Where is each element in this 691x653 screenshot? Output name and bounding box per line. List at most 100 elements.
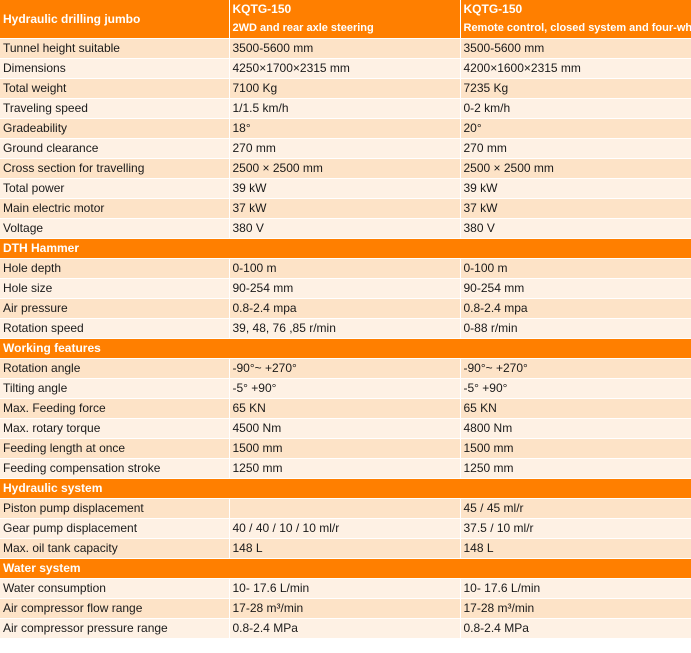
model-2-value: 45 / 45 ml/r xyxy=(460,498,691,519)
spec-label: Cross section for travelling xyxy=(0,158,230,179)
spec-label: Dimensions xyxy=(0,58,230,79)
model-1-value: 7100 Kg xyxy=(229,78,461,99)
model-2-value: 0-100 m xyxy=(460,258,691,279)
spec-label: Piston pump displacement xyxy=(0,498,230,519)
model-1-value: 1/1.5 km/h xyxy=(229,98,461,119)
spec-label: Gradeability xyxy=(0,118,230,139)
table-row: Air compressor flow range 17-28 m³/min 17-… xyxy=(0,598,691,619)
model-2-value: 20° xyxy=(460,118,691,139)
model-2-value: 1500 mm xyxy=(460,438,691,459)
table-title: Hydraulic drilling jumbo xyxy=(0,0,230,39)
model-1-value: 10- 17.6 L/min xyxy=(229,578,461,599)
section-title: Working features xyxy=(0,338,691,359)
model-2-value: 0.8-2.4 MPa xyxy=(460,618,691,639)
spec-label: Total weight xyxy=(0,78,230,99)
model-1-value: 65 KN xyxy=(229,398,461,419)
table-row: Piston pump displacement 45 / 45 ml/r xyxy=(0,498,691,519)
model-1-value: 4500 Nm xyxy=(229,418,461,439)
model-2-value: 270 mm xyxy=(460,138,691,159)
model-2-value: 10- 17.6 L/min xyxy=(460,578,691,599)
model-2-description: Remote control, closed system and four-w… xyxy=(463,22,691,34)
model-1-value: 17-28 m³/min xyxy=(229,598,461,619)
model-2-value: 2500 × 2500 mm xyxy=(460,158,691,179)
table-row: Tilting angle -5° +90° -5° +90° xyxy=(0,378,691,399)
section-header-row: Water system xyxy=(0,558,691,579)
table-row: Max. Feeding force 65 KN 65 KN xyxy=(0,398,691,419)
model-2-value: 4200×1600×2315 mm xyxy=(460,58,691,79)
table-row: Tunnel height suitable 3500-5600 mm 3500-5… xyxy=(0,38,691,59)
section-title: DTH Hammer xyxy=(0,238,691,259)
model-1-value: 0.8-2.4 mpa xyxy=(229,298,461,319)
table-row: Voltage 380 V 380 V xyxy=(0,218,691,239)
model-1-value: 3500-5600 mm xyxy=(229,38,461,59)
spec-label: Tunnel height suitable xyxy=(0,38,230,59)
model-column-1-header: KQTG-150 2WD and rear axle steering xyxy=(229,0,461,39)
table-row: Max. rotary torque 4500 Nm 4800 Nm xyxy=(0,418,691,439)
table-row: Max. oil tank capacity 148 L 148 L xyxy=(0,538,691,559)
model-2-value: 7235 Kg xyxy=(460,78,691,99)
model-1-name: KQTG-150 xyxy=(232,2,292,16)
table-row: Feeding length at once 1500 mm 1500 mm xyxy=(0,438,691,459)
model-1-value: 40 / 40 / 10 / 10 ml/r xyxy=(229,518,461,539)
spec-label: Ground clearance xyxy=(0,138,230,159)
model-2-name: KQTG-150 xyxy=(463,2,523,16)
model-2-value: 37.5 / 10 ml/r xyxy=(460,518,691,539)
model-2-value: 0.8-2.4 mpa xyxy=(460,298,691,319)
table-row: Dimensions 4250×1700×2315 mm 4200×1600×231… xyxy=(0,58,691,79)
model-1-value: 18° xyxy=(229,118,461,139)
model-2-value: 3500-5600 mm xyxy=(460,38,691,59)
model-2-value: 90-254 mm xyxy=(460,278,691,299)
model-2-value: 37 kW xyxy=(460,198,691,219)
spec-label: Traveling speed xyxy=(0,98,230,119)
table-row: Cross section for travelling 2500 × 2500 … xyxy=(0,158,691,179)
spec-table-body: Hydraulic drilling jumbo KQTG-150 2WD an… xyxy=(0,0,691,639)
table-row: Total weight 7100 Kg 7235 Kg xyxy=(0,78,691,99)
model-1-value xyxy=(229,498,461,519)
model-2-value: 0-88 r/min xyxy=(460,318,691,339)
spec-table: Hydraulic drilling jumbo KQTG-150 2WD an… xyxy=(0,0,691,639)
table-row: Traveling speed 1/1.5 km/h 0-2 km/h xyxy=(0,98,691,119)
model-column-2-header: KQTG-150 Remote control, closed system a… xyxy=(460,0,691,39)
model-1-value: 1500 mm xyxy=(229,438,461,459)
spec-label: Water consumption xyxy=(0,578,230,599)
model-1-value: 0-100 m xyxy=(229,258,461,279)
spec-label: Max. Feeding force xyxy=(0,398,230,419)
table-row: Total power 39 kW 39 kW xyxy=(0,178,691,199)
model-1-value: 37 kW xyxy=(229,198,461,219)
model-1-value: 148 L xyxy=(229,538,461,559)
table-header-row: Hydraulic drilling jumbo KQTG-150 2WD an… xyxy=(0,0,691,39)
model-1-value: 90-254 mm xyxy=(229,278,461,299)
table-row: Rotation angle -90°~ +270° -90°~ +270° xyxy=(0,358,691,379)
section-title: Water system xyxy=(0,558,691,579)
table-row: Air pressure 0.8-2.4 mpa 0.8-2.4 mpa xyxy=(0,298,691,319)
model-1-value: 39 kW xyxy=(229,178,461,199)
model-2-value: 148 L xyxy=(460,538,691,559)
model-1-value: 380 V xyxy=(229,218,461,239)
spec-label: Tilting angle xyxy=(0,378,230,399)
table-row: Ground clearance 270 mm 270 mm xyxy=(0,138,691,159)
spec-label: Max. rotary torque xyxy=(0,418,230,439)
model-2-value: -5° +90° xyxy=(460,378,691,399)
spec-label: Rotation speed xyxy=(0,318,230,339)
spec-label: Voltage xyxy=(0,218,230,239)
model-2-value: -90°~ +270° xyxy=(460,358,691,379)
section-title: Hydraulic system xyxy=(0,478,691,499)
model-1-value: 1250 mm xyxy=(229,458,461,479)
spec-label: Rotation angle xyxy=(0,358,230,379)
spec-label: Hole size xyxy=(0,278,230,299)
model-1-value: -5° +90° xyxy=(229,378,461,399)
model-1-value: 4250×1700×2315 mm xyxy=(229,58,461,79)
spec-label: Main electric motor xyxy=(0,198,230,219)
model-2-value: 0-2 km/h xyxy=(460,98,691,119)
table-row: Rotation speed 39, 48, 76 ,85 r/min 0-88 r… xyxy=(0,318,691,339)
spec-label: Air pressure xyxy=(0,298,230,319)
model-2-value: 4800 Nm xyxy=(460,418,691,439)
section-header-row: DTH Hammer xyxy=(0,238,691,259)
spec-label: Gear pump displacement xyxy=(0,518,230,539)
spec-label: Feeding compensation stroke xyxy=(0,458,230,479)
section-header-row: Hydraulic system xyxy=(0,478,691,499)
table-row: Main electric motor 37 kW 37 kW xyxy=(0,198,691,219)
spec-label: Total power xyxy=(0,178,230,199)
model-2-value: 1250 mm xyxy=(460,458,691,479)
table-row: Water consumption 10- 17.6 L/min 10- 17.6 … xyxy=(0,578,691,599)
